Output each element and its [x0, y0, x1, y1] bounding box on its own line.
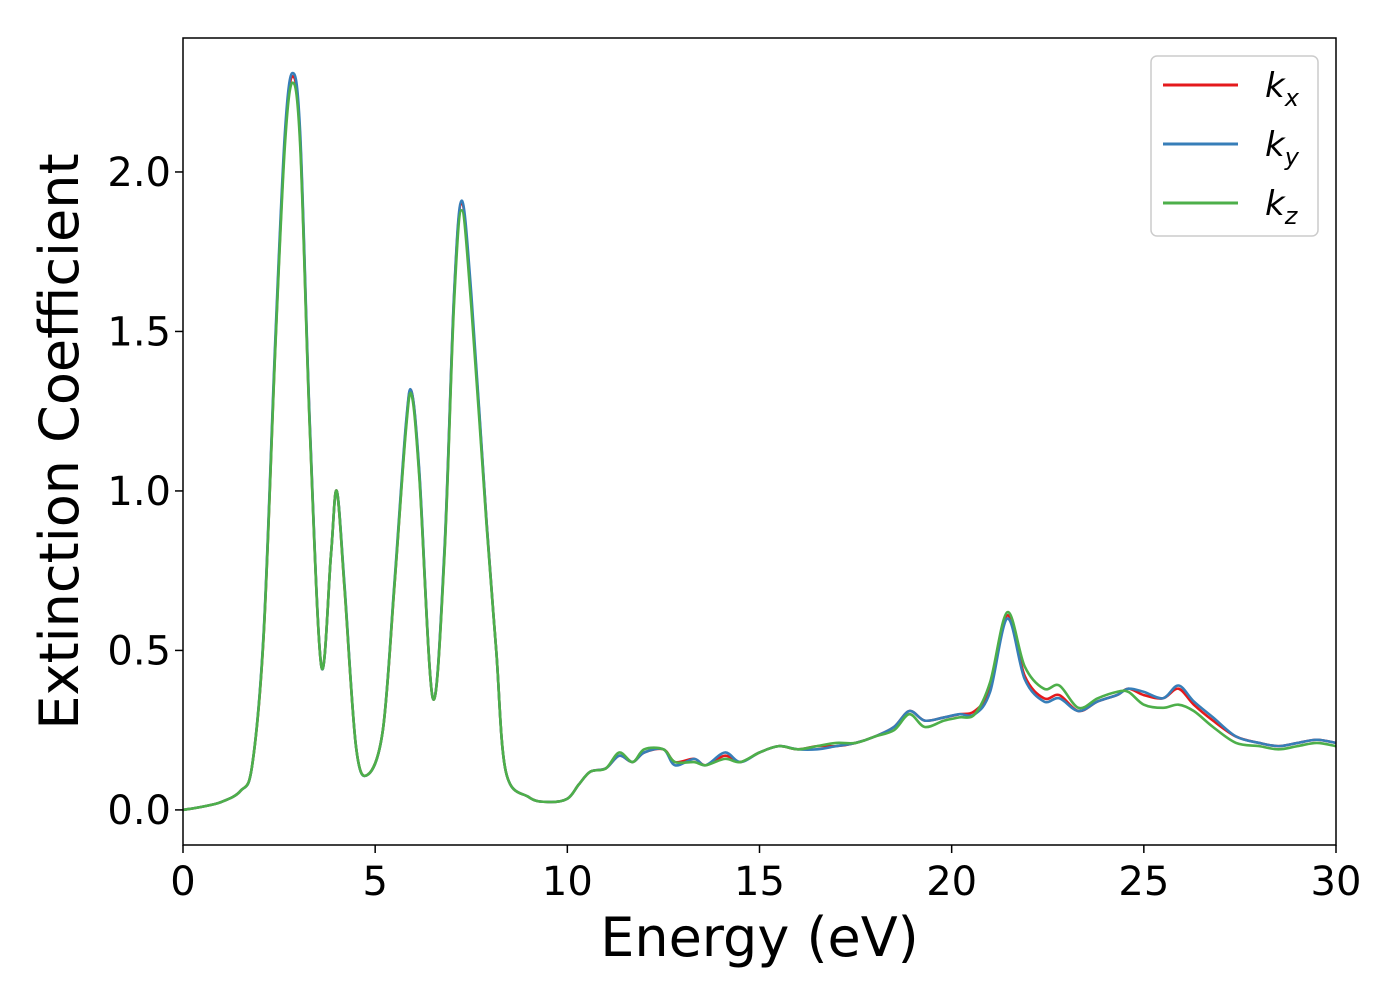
legend-label-x: kx	[1265, 66, 1300, 112]
y-tick-label: 2.0	[107, 150, 171, 196]
legend-box	[1150, 55, 1319, 237]
x-tick-label: 15	[734, 859, 785, 905]
x-tick-label: 0	[170, 859, 195, 905]
x-tick-label: 5	[362, 859, 387, 905]
x-tick-label: 20	[926, 859, 977, 905]
y-tick-label: 0.5	[107, 628, 171, 674]
x-tick-label: 30	[1311, 859, 1362, 905]
y-axis-ticks: 0.0 0.5 1.0 1.5 2.0	[107, 150, 183, 834]
y-tick-label: 0.0	[107, 788, 171, 834]
y-tick-label: 1.0	[107, 469, 171, 515]
plot-lines	[183, 71, 1336, 812]
y-tick-label: 1.5	[107, 309, 171, 355]
legend-label-y: ky	[1265, 125, 1300, 171]
legend-label-z: kz	[1265, 184, 1299, 230]
legend: kx ky kz	[1150, 55, 1319, 237]
x-axis-ticks: 0 5 10 15 20 25 30	[170, 845, 1361, 905]
x-tick-label: 10	[542, 859, 593, 905]
y-axis-title: Extinction Coefficient	[28, 153, 91, 729]
x-tick-label: 25	[1118, 859, 1169, 905]
series-line-z	[183, 81, 1336, 812]
x-axis-title: Energy (eV)	[600, 906, 919, 969]
